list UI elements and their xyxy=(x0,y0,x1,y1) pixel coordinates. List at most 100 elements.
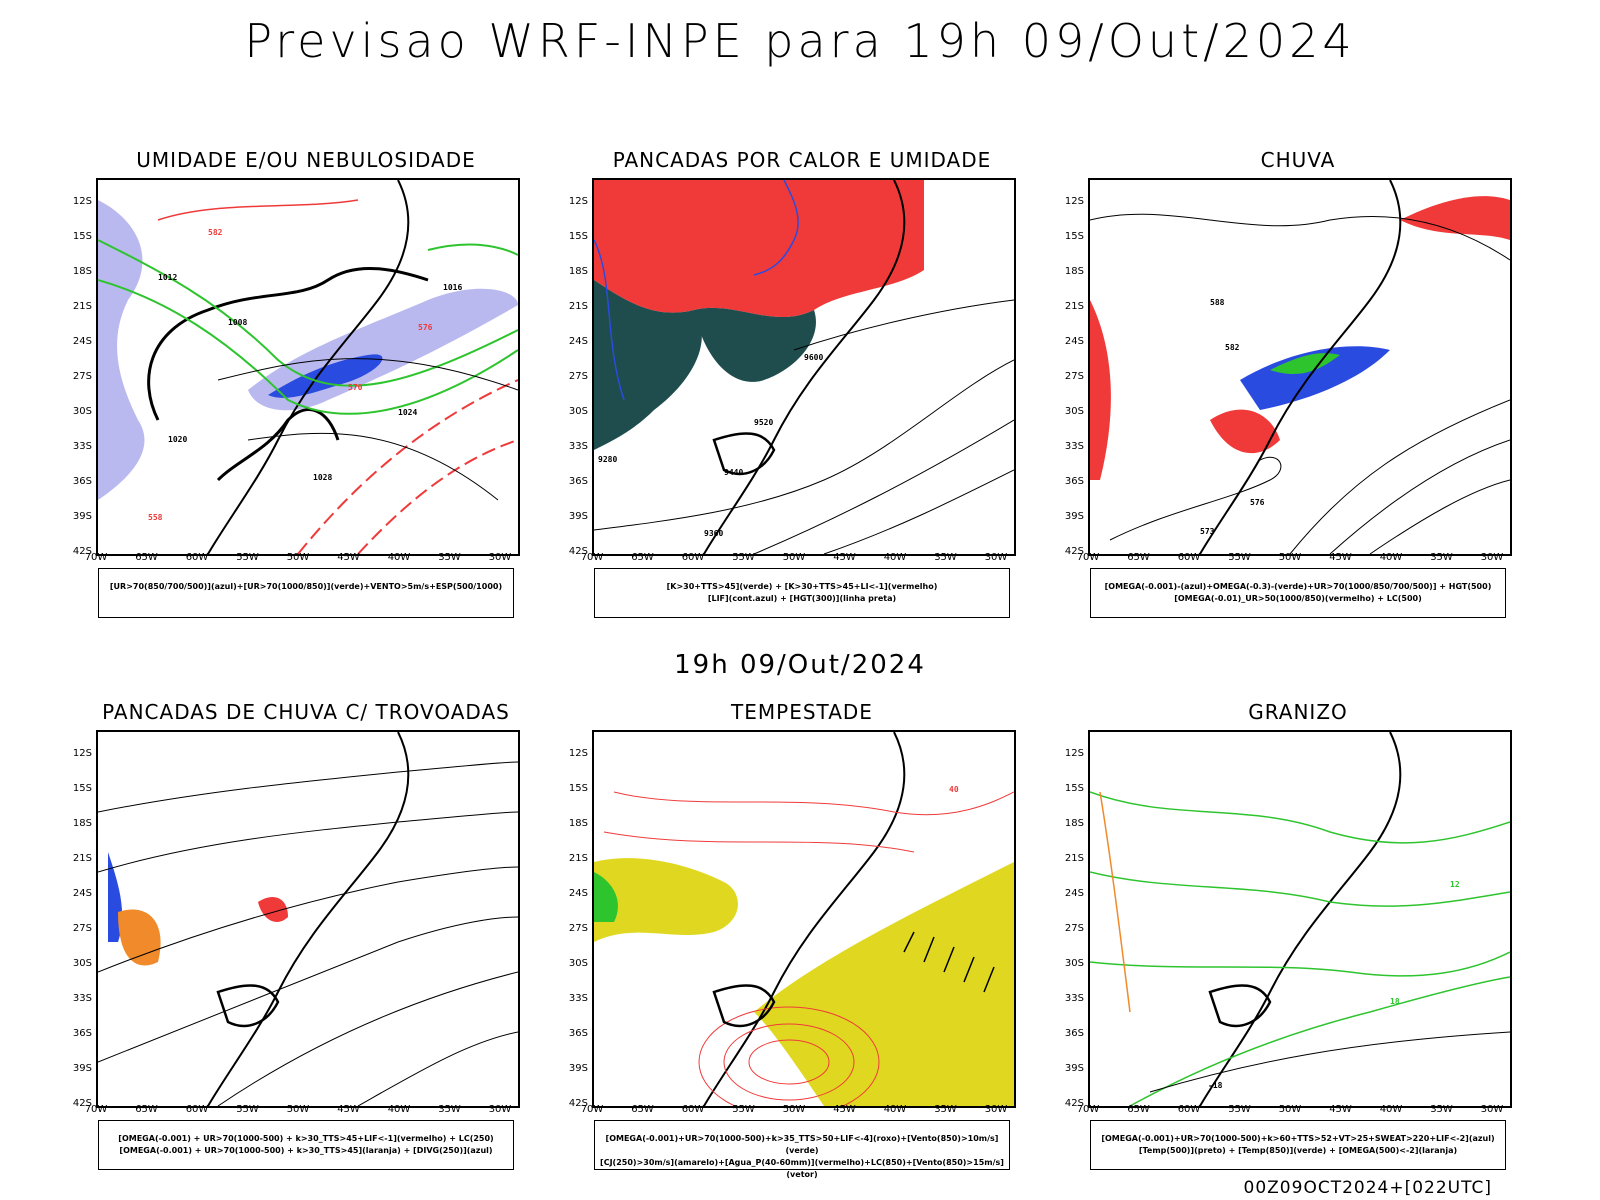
rain-area xyxy=(1400,196,1510,240)
longitude-label: 65W xyxy=(1127,1104,1150,1115)
longitude-label: 70W xyxy=(84,552,108,563)
longitude-label: 30W xyxy=(488,552,512,563)
latitude-label: 18S xyxy=(1064,818,1084,829)
longitude-label: 50W xyxy=(286,1104,310,1115)
latitude-label: 42S xyxy=(1064,1098,1084,1109)
latitude-label: 27S xyxy=(1064,923,1084,934)
legend-pancadas-calor: [K>30+TTS>45](verde) + [K>30+TTS>45+LI<-… xyxy=(594,568,1010,618)
longitude-label: 45W xyxy=(1329,552,1352,563)
latitude-label: 42S xyxy=(72,1098,92,1109)
longitude-label: 40W xyxy=(387,552,411,563)
water-contour xyxy=(748,1039,830,1085)
latitude-label: 12S xyxy=(1064,196,1084,207)
omega-500-contour xyxy=(1099,791,1131,1013)
instability-area xyxy=(594,180,924,318)
streamline xyxy=(217,971,518,1106)
legend-line: [OMEGA(-0.001)+UR>70(1000-500)+k>60+TTS>… xyxy=(1101,1134,1495,1143)
contour-label: 1024 xyxy=(398,408,417,417)
latitude-label: 12S xyxy=(72,748,92,759)
height-contour xyxy=(823,469,1014,554)
panel-title-tempestade: TEMPESTADE xyxy=(731,700,873,724)
contour-label: 558 xyxy=(148,513,163,522)
legend-line: [UR>70(850/700/500)](azul)+[UR>70(1000/8… xyxy=(109,582,503,591)
longitude-label: 45W xyxy=(833,552,856,563)
thunderstorm-area xyxy=(258,897,288,922)
pressure-isobar xyxy=(217,358,518,391)
longitude-label: 70W xyxy=(84,1104,108,1115)
longitude-label: 60W xyxy=(681,1104,705,1115)
legend-line: [K>30+TTS>45](verde) + [K>30+TTS>45+LI<-… xyxy=(666,582,938,591)
contour-label: 12 xyxy=(1450,880,1460,889)
latitude-label: 33S xyxy=(72,441,92,452)
heat-humidity-area xyxy=(594,280,702,450)
contour-label: 1008 xyxy=(228,318,247,327)
coastline xyxy=(703,732,906,1106)
latitude-label: 24S xyxy=(72,336,92,347)
latitude-label: 36S xyxy=(72,476,92,487)
panel-title-trovoadas: PANCADAS DE CHUVA C/ TROVOADAS xyxy=(102,700,510,724)
latitude-label: 12S xyxy=(72,196,92,207)
longitude-label: 35W xyxy=(1430,1104,1453,1115)
temp-850-contour xyxy=(1090,871,1510,907)
longitude-label: 60W xyxy=(1177,552,1201,563)
latitude-label: 21S xyxy=(72,853,92,864)
legend-tempestade: [OMEGA(-0.001)+UR>70(1000-500)+k>35_TTS>… xyxy=(594,1120,1010,1179)
legend-line: [OMEGA(-0.001) + UR>70(1000-500) + k>30_… xyxy=(118,1134,494,1143)
latitude-label: 24S xyxy=(72,888,92,899)
longitude-label: 35W xyxy=(934,1104,957,1115)
longitude-label: 50W xyxy=(1278,1104,1302,1115)
longitude-label: 70W xyxy=(580,1104,604,1115)
contour-label: 9440 xyxy=(724,468,743,477)
country-border xyxy=(712,984,776,1028)
longitude-label: 55W xyxy=(732,1104,755,1115)
legend-umidade: [UR>70(850/700/500)](azul)+[UR>70(1000/8… xyxy=(98,568,514,618)
longitude-label: 30W xyxy=(1480,552,1504,563)
latitude-label: 21S xyxy=(568,853,588,864)
legend-line: [OMEGA(-0.001)+UR>70(1000-500)+k>35_TTS>… xyxy=(605,1134,999,1155)
legend-line: [LIF](cont.azul) + [HGT(300)](linha pret… xyxy=(707,594,897,603)
water-contour xyxy=(603,831,915,853)
coastline xyxy=(1199,732,1402,1106)
longitude-label: 35W xyxy=(438,1104,461,1115)
streamline xyxy=(98,866,518,973)
longitude-label: 55W xyxy=(1228,1104,1251,1115)
latitude-label: 30S xyxy=(1064,958,1084,969)
map-granizo: 12 18 -18 xyxy=(1088,730,1512,1108)
jet-stream-area xyxy=(754,862,1014,1106)
contour-label: 9360 xyxy=(704,529,723,538)
latitude-label: 36S xyxy=(1064,1028,1084,1039)
model-run-stamp: 00Z09OCT2024+[022UTC] xyxy=(1243,1178,1492,1198)
latitude-label: 12S xyxy=(568,196,588,207)
longitude-label: 65W xyxy=(631,552,654,563)
map-pancadas-calor: 9600 9520 9440 9360 9280 xyxy=(592,178,1016,556)
heat-humidity-area xyxy=(694,307,816,382)
contour-label: 1016 xyxy=(443,283,462,292)
humidity-high-levels-area xyxy=(98,200,145,500)
latitude-label: 21S xyxy=(1064,853,1084,864)
latitude-label: 42S xyxy=(568,1098,588,1109)
longitude-label: 70W xyxy=(1076,1104,1100,1115)
longitude-label: 35W xyxy=(1430,552,1453,563)
height-contour xyxy=(594,359,1014,531)
contour-label: 9600 xyxy=(804,353,823,362)
legend-granizo: [OMEGA(-0.001)+UR>70(1000-500)+k>60+TTS>… xyxy=(1090,1120,1506,1170)
contour-label: 582 xyxy=(208,228,223,237)
latitude-label: 30S xyxy=(72,958,92,969)
forecast-time-subtitle: 19h 09/Out/2024 xyxy=(674,650,926,680)
map-trovoadas xyxy=(96,730,520,1108)
streamline xyxy=(98,811,518,873)
contour-label: 573 xyxy=(1200,527,1215,536)
longitude-label: 35W xyxy=(438,552,461,563)
latitude-label: 30S xyxy=(568,406,588,417)
coastline xyxy=(207,732,410,1106)
map-chuva: 588 582 576 573 xyxy=(1088,178,1512,556)
longitude-label: 45W xyxy=(1329,1104,1352,1115)
rain-area xyxy=(1210,409,1280,454)
water-contour xyxy=(613,791,1014,816)
legend-line: [Temp(500)](preto) + [Temp(850)](verde) … xyxy=(1138,1146,1458,1155)
height-contour xyxy=(753,419,1014,554)
temp-500-contour xyxy=(1149,1031,1510,1093)
latitude-label: 15S xyxy=(568,783,588,794)
legend-trovoadas: [OMEGA(-0.001) + UR>70(1000-500) + k>30_… xyxy=(98,1120,514,1170)
latitude-label: 24S xyxy=(568,888,588,899)
